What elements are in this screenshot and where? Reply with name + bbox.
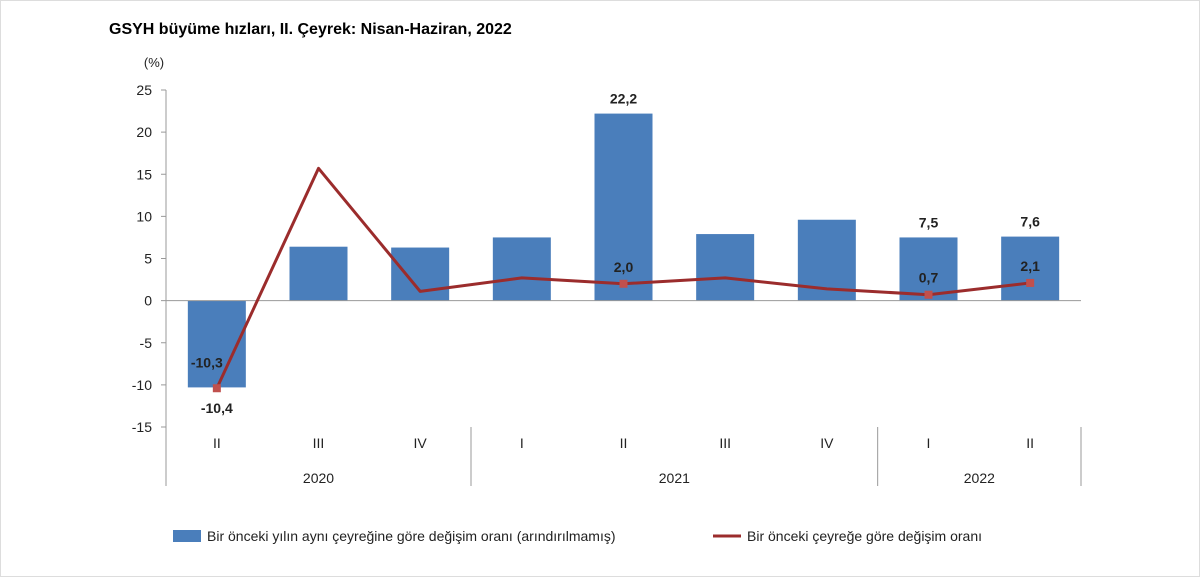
line-data-label: 0,7 <box>919 270 939 286</box>
year-label: 2021 <box>659 470 690 486</box>
line-data-label: -10,4 <box>201 400 233 416</box>
bar <box>899 237 958 301</box>
y-tick-label: 5 <box>144 251 152 267</box>
chart-title: GSYH büyüme hızları, II. Çeyrek: Nisan-H… <box>109 21 512 38</box>
year-label: 2020 <box>303 470 334 486</box>
y-tick-label: 15 <box>136 166 152 182</box>
x-tick-label: IV <box>414 435 428 451</box>
y-axis-label: (%) <box>144 55 164 70</box>
year-label: 2022 <box>964 470 995 486</box>
line-data-label: 2,0 <box>614 259 634 275</box>
y-tick-label: -5 <box>140 335 153 351</box>
y-tick-label: -15 <box>132 419 152 435</box>
bar <box>492 237 551 301</box>
x-tick-label: I <box>520 435 524 451</box>
x-tick-label: II <box>1026 435 1034 451</box>
x-tick-label: I <box>927 435 931 451</box>
x-tick-label: III <box>719 435 731 451</box>
legend-line-label: Bir önceki çeyreğe göre değişim oranı <box>747 528 982 544</box>
bar <box>289 246 348 301</box>
bar-data-label: 22,2 <box>610 91 637 107</box>
line-marker <box>212 384 221 393</box>
y-tick-label: -10 <box>132 377 152 393</box>
bar-data-label: 7,6 <box>1020 214 1040 230</box>
bar <box>594 113 653 301</box>
y-tick-label: 20 <box>136 124 152 140</box>
line-marker <box>619 279 628 288</box>
legend-bar-label: Bir önceki yılın aynı çeyreğine göre değ… <box>207 528 616 544</box>
bar <box>1001 236 1060 301</box>
line-marker <box>924 290 933 299</box>
legend-bar-swatch <box>173 530 201 542</box>
y-tick-label: 0 <box>144 293 152 309</box>
x-tick-label: III <box>313 435 325 451</box>
y-tick-label: 10 <box>136 208 152 224</box>
y-tick-label: 25 <box>136 82 152 98</box>
line-data-label: 2,1 <box>1020 258 1040 274</box>
x-tick-label: II <box>620 435 628 451</box>
x-tick-label: IV <box>820 435 834 451</box>
x-tick-label: II <box>213 435 221 451</box>
line-marker <box>1026 278 1035 287</box>
bar <box>696 234 755 301</box>
bar-data-label: -10,3 <box>191 354 223 370</box>
bar-data-label: 7,5 <box>919 214 939 230</box>
